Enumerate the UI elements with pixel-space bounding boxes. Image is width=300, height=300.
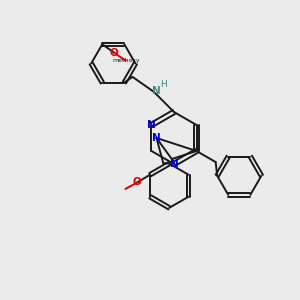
Text: H: H xyxy=(160,80,167,89)
Text: N: N xyxy=(152,133,161,143)
Text: O: O xyxy=(110,47,118,58)
Text: N: N xyxy=(169,159,178,169)
Text: N: N xyxy=(147,120,156,130)
Text: O: O xyxy=(133,178,142,188)
Text: N: N xyxy=(152,86,161,96)
Text: methoxy: methoxy xyxy=(112,58,140,63)
